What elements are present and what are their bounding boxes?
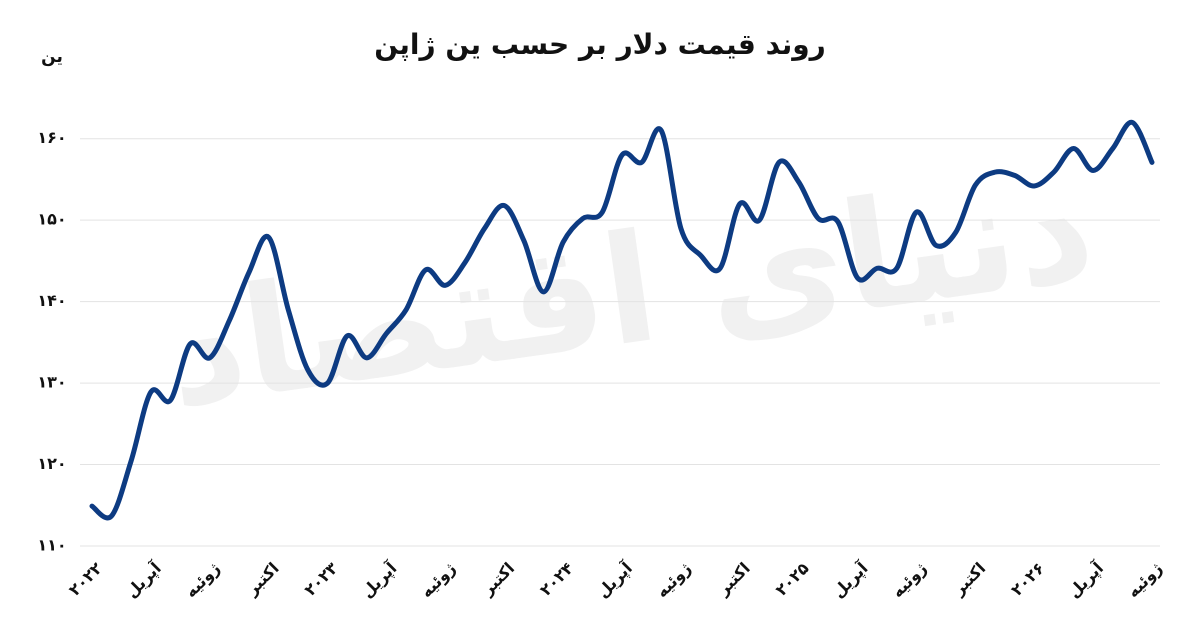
- x-tick-label: اکتبر: [477, 559, 518, 600]
- y-tick-label: ۱۴۰: [37, 291, 66, 310]
- y-tick-label: ۱۱۰: [37, 536, 66, 555]
- x-tick-label: آپریل: [121, 558, 166, 603]
- y-tick-label: ۱۲۰: [37, 454, 66, 473]
- x-tick-label: ۲۰۲۵: [772, 558, 813, 599]
- x-tick-label: ۲۰۲۴: [536, 558, 577, 599]
- x-tick-label: ژوئیه: [1123, 559, 1166, 602]
- x-tick-label: ۲۰۲۲: [65, 558, 106, 599]
- x-tick-label: ژوئیه: [888, 559, 931, 602]
- y-axis-label: ین: [41, 47, 63, 67]
- y-tick-label: ۱۳۰: [37, 373, 66, 392]
- watermark: دنیای اقتصاد: [156, 140, 1104, 442]
- x-tick-label: آپریل: [592, 558, 637, 603]
- x-tick-label: ژوئیه: [652, 559, 695, 602]
- x-tick-label: ژوئیه: [181, 559, 224, 602]
- x-tick-label: آپریل: [1063, 558, 1108, 603]
- x-tick-label: ژوئیه: [417, 559, 460, 602]
- y-tick-label: ۱۵۰: [37, 210, 66, 229]
- x-tick-label: آپریل: [828, 558, 873, 603]
- x-tick-label: ۲۰۲۳: [301, 558, 342, 599]
- x-tick-label: اکتبر: [713, 559, 754, 600]
- y-tick-label: ۱۶۰: [37, 128, 66, 147]
- chart-title: روند قیمت دلار بر حسب ین ژاپن: [374, 28, 826, 61]
- x-tick-label: اکتبر: [242, 559, 283, 600]
- x-tick-label: اکتبر: [948, 559, 989, 600]
- line: [89, 119, 1155, 521]
- x-tick-label: آپریل: [357, 558, 402, 603]
- x-tick-label: ۲۰۲۶: [1007, 559, 1048, 600]
